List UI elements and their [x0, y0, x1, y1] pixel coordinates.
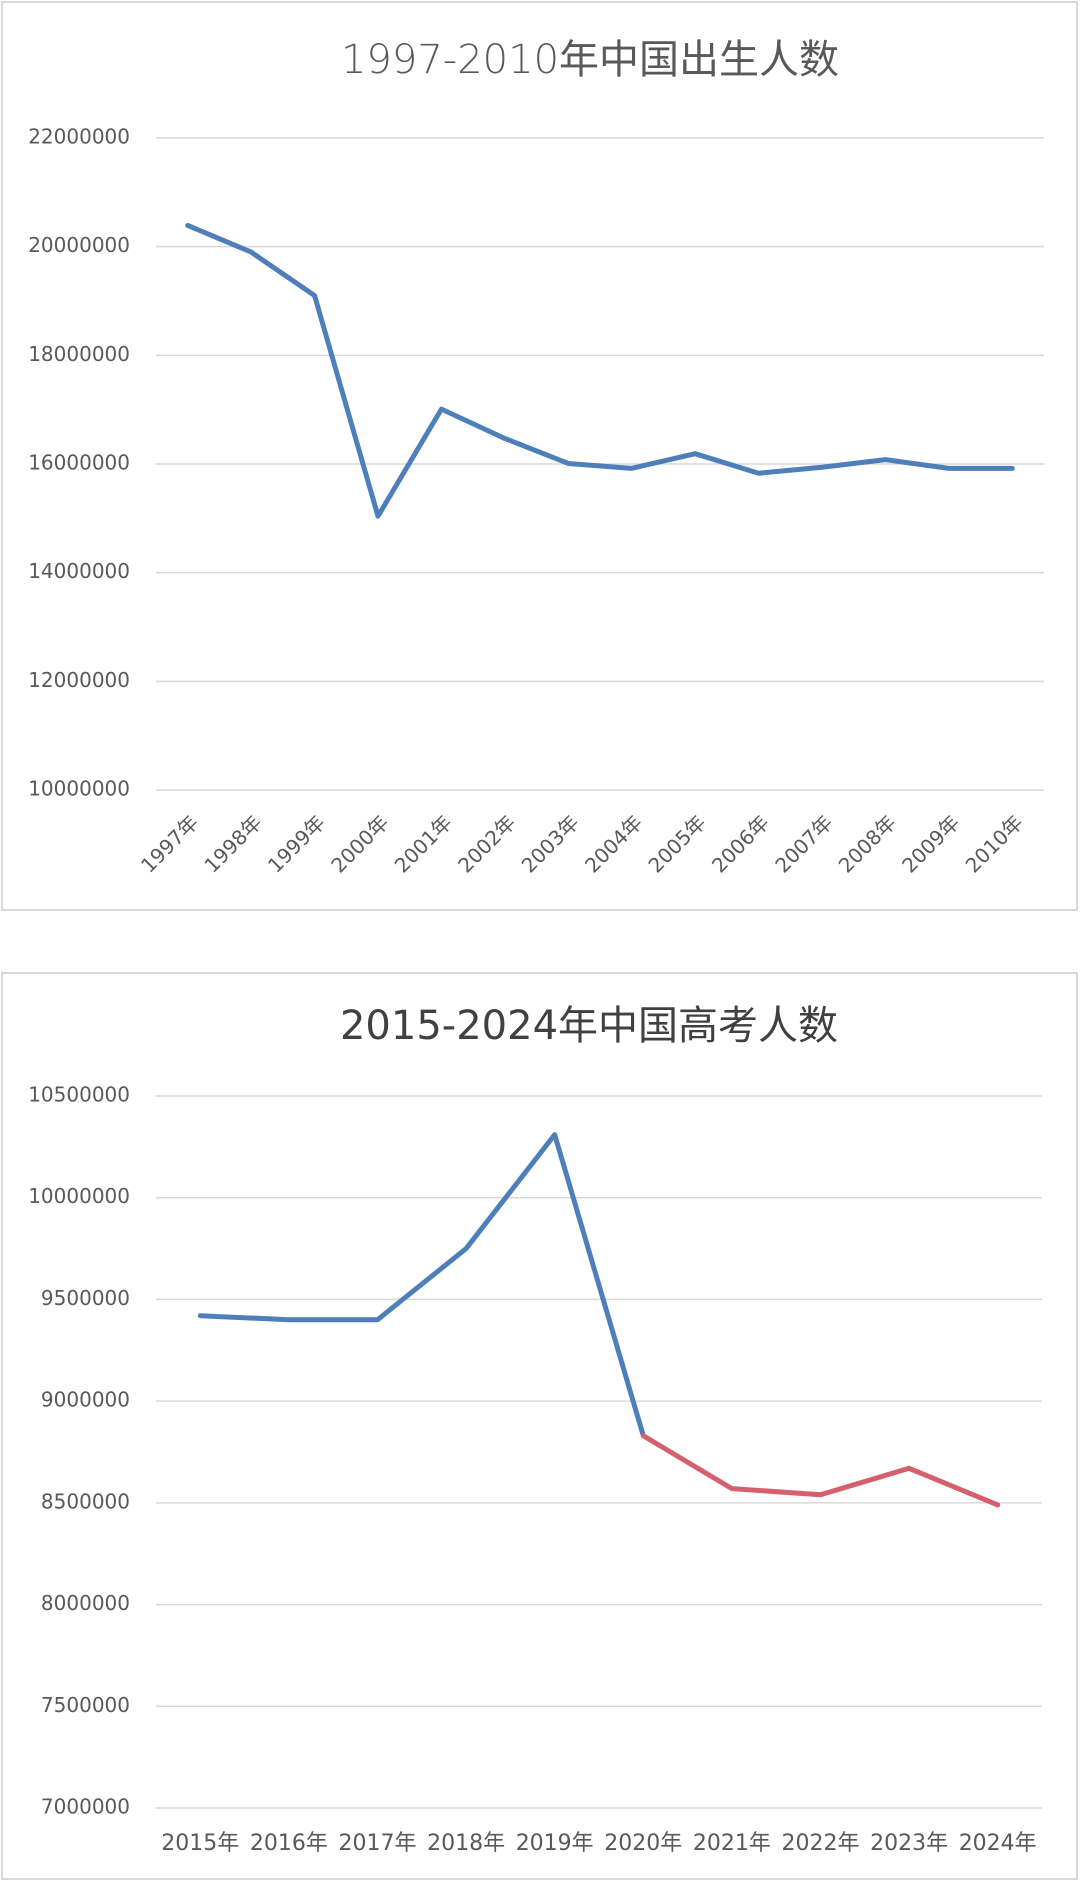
chart-title: 1997-2010年中国出生人数: [341, 37, 839, 83]
line-series: [185, 222, 1015, 519]
y-tick-label: 10000000: [28, 1184, 130, 1208]
x-tick-label: 2019年: [516, 1831, 594, 1856]
y-tick-label: 16000000: [28, 451, 130, 475]
y-tick-label: 8500000: [41, 1489, 130, 1513]
x-tick-label: 2020年: [604, 1831, 682, 1856]
x-tick-label: 2024年: [959, 1831, 1037, 1856]
y-tick-label: 7500000: [41, 1693, 130, 1717]
x-tick-label: 2021年: [693, 1831, 771, 1856]
x-tick-label: 2017年: [339, 1831, 417, 1856]
panel: [1, 972, 1078, 1880]
y-tick-label: 8000000: [41, 1591, 130, 1615]
x-tick-label: 2018年: [427, 1831, 505, 1856]
x-tick-label: 2023年: [870, 1831, 948, 1856]
y-tick-label: 20000000: [28, 233, 130, 257]
x-tick-label: 2015年: [161, 1831, 239, 1856]
y-tick-label: 10000000: [28, 777, 130, 801]
chart-title: 2015-2024年中国高考人数: [340, 1003, 838, 1049]
y-tick-label: 9000000: [41, 1388, 130, 1412]
y-tick-label: 22000000: [28, 125, 130, 149]
panel: [1, 1, 1078, 911]
y-tick-label: 9500000: [41, 1286, 130, 1310]
y-tick-label: 18000000: [28, 342, 130, 366]
y-tick-label: 10500000: [28, 1083, 130, 1107]
line-series: [640, 1433, 1001, 1508]
line-series: [197, 1132, 646, 1439]
y-tick-label: 12000000: [28, 668, 130, 692]
y-tick-label: 14000000: [28, 559, 130, 583]
x-tick-label: 2016年: [250, 1831, 328, 1856]
x-tick-label: 2022年: [782, 1831, 860, 1856]
y-tick-label: 7000000: [41, 1795, 130, 1819]
